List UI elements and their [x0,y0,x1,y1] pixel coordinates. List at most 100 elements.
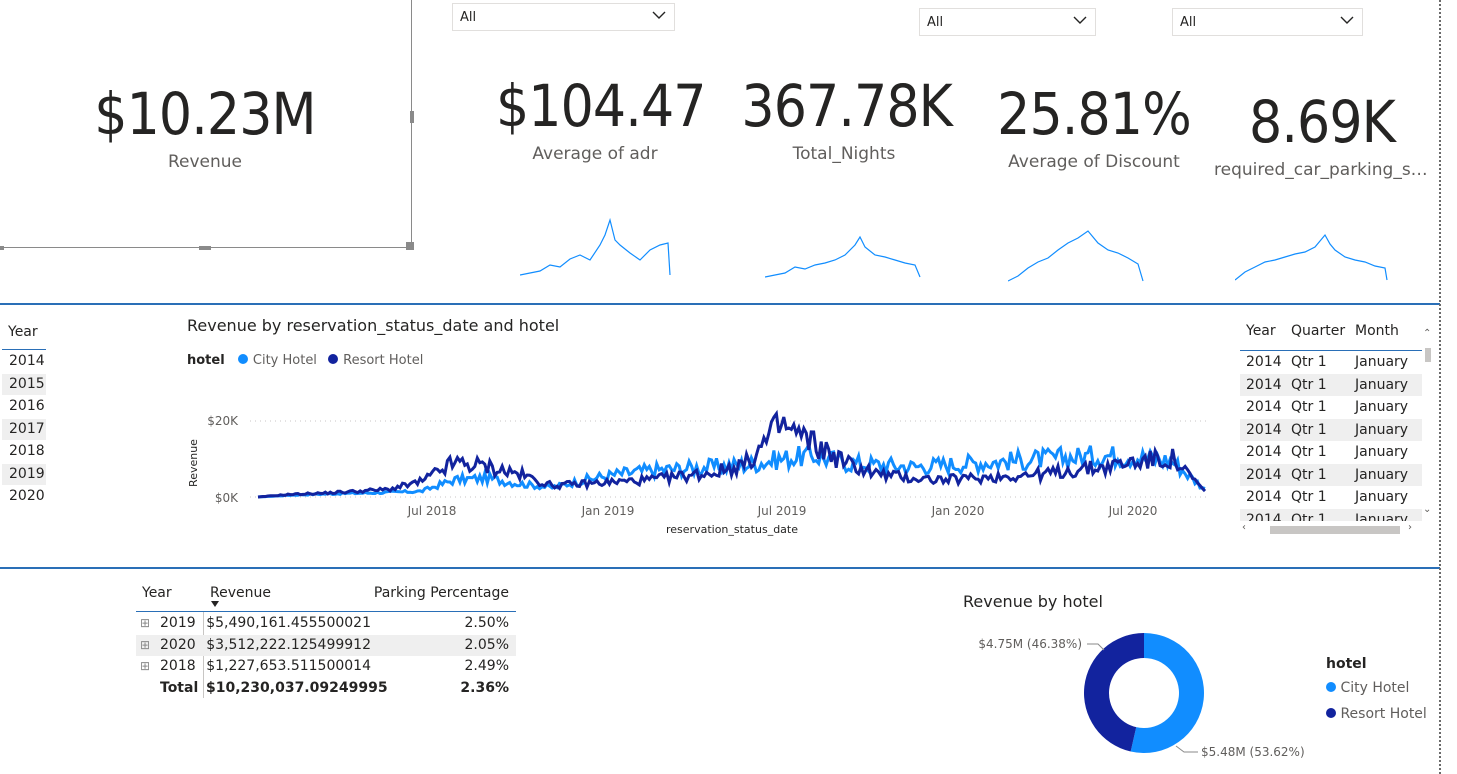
total-row: Total $10,230,037.09249995 2.36% [136,678,516,699]
table-row[interactable]: 2014 Qtr 1 January [1240,351,1422,373]
legend-item-city-hotel[interactable]: City Hotel [252,353,317,368]
slicer-item-2017[interactable]: 2017 [2,419,46,440]
line-chart-legend: hotel City Hotel Resort Hotel [187,349,424,368]
expand-icon[interactable]: ⊞ [140,616,151,630]
table-row[interactable]: 2014 Qtr 1 January [1240,373,1422,396]
donut-legend-item-city[interactable]: City Hotel [1326,680,1436,696]
series-line-resort-hotel[interactable] [257,409,1207,499]
column-header-revenue[interactable]: Revenue [210,585,271,601]
filter-dropdown-1[interactable]: All [452,3,675,31]
cell-month: January [1355,421,1409,438]
table-row[interactable]: ⊞ 2018 $1,227,653.511500014 2.49% [136,656,516,677]
table-row[interactable]: 2014 Qtr 1 January [1240,441,1422,463]
chevron-down-icon [652,11,666,19]
slicer-item-2014[interactable]: 2014 [9,353,45,369]
column-header-year[interactable]: Year [1246,323,1276,339]
cell-parking: 2.50% [464,615,509,631]
chevron-down-icon [1073,16,1087,24]
revenue-value: $10.23M [94,80,316,148]
date-table[interactable]: Year Quarter Month ⌃ ⌄ 2014 Qtr 1 January 2… [1240,320,1435,538]
column-header-parking[interactable]: Parking Percentage [373,585,509,601]
section-divider [0,567,1440,569]
filter-dropdown-3[interactable]: All [1172,8,1363,36]
line-chart-title: Revenue by reservation_status_date and h… [187,316,560,335]
scroll-down-icon[interactable]: ⌄ [1423,504,1432,515]
cell-quarter: Qtr 1 [1291,376,1327,393]
discount-sparkline [1008,230,1144,282]
parking-value: 8.69K [1249,88,1396,156]
scroll-left-icon[interactable]: ‹ [1242,522,1246,533]
filter-dropdown-2[interactable]: All [919,8,1096,36]
column-header-month[interactable]: Month [1355,323,1399,339]
parking-sparkline [1235,233,1388,281]
slicer-item-2016[interactable]: 2016 [9,398,45,414]
resize-handle[interactable] [410,111,414,123]
column-header-year[interactable]: Year [142,585,172,601]
cell-year: 2019 [160,615,196,631]
column-header-quarter[interactable]: Quarter [1291,323,1346,339]
adr-sparkline [520,217,671,276]
cell-year: 2014 [1246,376,1282,393]
slicer-item-2015[interactable]: 2015 [2,374,46,395]
legend-dot-city-icon [237,354,248,364]
date-table-body: 2014 Qtr 1 January 2014 Qtr 1 January 2014 Qtr … [1240,351,1422,521]
horizontal-scrollbar[interactable] [1270,526,1400,534]
line-chart[interactable]: $20K $0K Revenue Jul 2018 Jan 2019 Jul 2… [180,395,1220,540]
table-row[interactable]: 2014 Qtr 1 January [1240,486,1422,508]
revenue-card[interactable] [0,0,414,250]
filter-value: All [927,15,944,30]
cell-revenue: $3,512,222.125499912 [206,636,371,653]
table-row[interactable]: 2014 Qtr 1 January [1240,463,1422,486]
scroll-right-icon[interactable]: › [1408,522,1412,533]
expand-icon[interactable]: ⊞ [140,659,151,673]
filter-value: All [460,10,477,25]
slicer-item-2018[interactable]: 2018 [9,443,45,459]
table-row[interactable]: ⊞ 2019 $5,490,161.455500021 2.50% [136,613,516,634]
total-parking: 2.36% [460,679,509,696]
cell-year: 2014 [1246,489,1282,505]
x-tick-label: Jul 2019 [757,504,807,518]
x-tick-label: Jul 2020 [1108,504,1158,518]
year-slicer[interactable]: Year 2014 2015 2016 2017 2018 2019 2020 [0,320,50,510]
donut-chart[interactable]: $4.75M (46.38%) $5.48M (53.62%) [970,620,1320,770]
matrix-header-line [136,611,516,612]
slicer-item-2019[interactable]: 2019 [2,464,46,485]
expand-icon[interactable]: ⊞ [140,637,151,652]
resize-handle[interactable] [406,242,414,250]
donut-legend-label-city: City Hotel [1340,680,1410,696]
cell-month: January [1355,444,1409,460]
parking-label: required_car_parking_spa... [1214,160,1432,180]
table-row[interactable]: ⊞ 2020 $3,512,222.125499912 2.05% [136,635,516,656]
vertical-scrollbar[interactable] [1425,348,1431,362]
resize-handle[interactable] [199,246,211,250]
donut-legend-item-resort[interactable]: Resort Hotel [1326,706,1436,722]
matrix-row-highlight [136,635,516,656]
donut-slice-city-hotel[interactable] [1130,633,1204,753]
discount-label: Average of Discount [1008,152,1180,172]
cell-quarter: Qtr 1 [1291,354,1327,370]
y-axis-label: Revenue [187,439,200,487]
adr-label: Average of adr [532,144,658,164]
resize-handle[interactable] [0,246,4,250]
slicer-header-line [2,349,46,350]
scroll-up-icon[interactable]: ⌃ [1423,328,1432,339]
sort-desc-icon[interactable] [211,601,219,607]
y-tick-label: $20K [207,414,239,428]
cell-quarter: Qtr 1 [1291,466,1327,483]
chevron-down-icon [1340,16,1354,24]
matrix-body: ⊞ 2019 $5,490,161.455500021 2.50% ⊞ 2020 $3,51… [136,613,516,703]
table-row[interactable]: 2014 Qtr 1 January [1240,396,1422,418]
slicer-item-2020[interactable]: 2020 [9,488,45,504]
donut-slice-resort-hotel[interactable] [1084,633,1144,752]
donut-data-label-city: $5.48M (53.62%) [1201,745,1305,759]
cell-year: 2014 [1246,421,1282,438]
cell-month: January [1355,511,1409,522]
table-row[interactable]: 2014 Qtr 1 January [1240,418,1422,441]
table-row[interactable]: 2014 Qtr 1 January [1240,508,1422,522]
legend-item-resort-hotel[interactable]: Resort Hotel [343,353,424,368]
donut-legend-title: hotel [1326,656,1367,672]
legend-title: hotel [187,353,225,368]
legend-dot-resort-icon [328,354,339,364]
revenue-matrix[interactable]: Year Revenue Parking Percentage ⊞ 2019 $5,… [136,582,516,702]
cell-month: January [1355,399,1409,415]
